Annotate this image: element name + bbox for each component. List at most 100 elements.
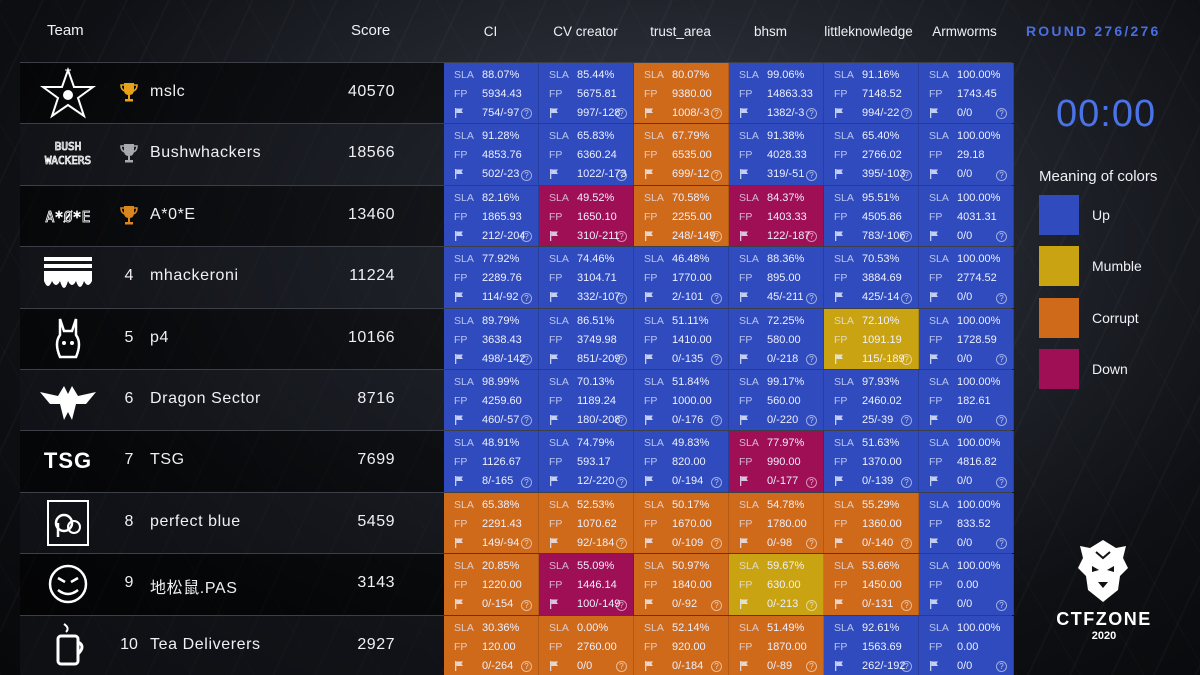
service-cell-trust-area[interactable]: SLA 80.07% FP 9380.00 1008/-3? — [634, 63, 729, 124]
service-cell-armworms[interactable]: SLA 100.00% FP 1728.59 0/0? — [919, 308, 1014, 369]
help-icon[interactable]: ? — [616, 169, 627, 181]
help-icon[interactable]: ? — [616, 538, 627, 550]
service-cell-ci[interactable]: SLA 98.99% FP 4259.60 460/-57? — [444, 369, 539, 431]
help-icon[interactable]: ? — [521, 353, 532, 365]
service-cell-trust-area[interactable]: SLA 50.17% FP 1670.00 0/-109? — [634, 492, 729, 554]
team-row[interactable]: mslc 40570 SLA 88.07% FP 5934.43 754/-97? SLA 85… — [20, 62, 1014, 124]
service-cell-trust-area[interactable]: SLA 51.84% FP 1000.00 0/-176? — [634, 369, 729, 431]
help-icon[interactable]: ? — [521, 231, 532, 243]
service-cell-littleknowledge[interactable]: SLA 53.66% FP 1450.00 0/-131? — [824, 554, 919, 615]
service-cell-ci[interactable]: SLA 82.16% FP 1865.93 212/-204? — [444, 185, 539, 247]
service-cell-armworms[interactable]: SLA 100.00% FP 833.52 0/0? — [919, 492, 1014, 554]
service-cell-ci[interactable]: SLA 48.91% FP 1126.67 8/-165? — [444, 431, 539, 492]
service-cell-littleknowledge[interactable]: SLA 55.29% FP 1360.00 0/-140? — [824, 492, 919, 554]
help-icon[interactable]: ? — [616, 599, 627, 611]
help-icon[interactable]: ? — [996, 599, 1007, 611]
service-cell-littleknowledge[interactable]: SLA 97.93% FP 2460.02 25/-39? — [824, 369, 919, 431]
service-cell-cv-creator[interactable]: SLA 86.51% FP 3749.98 851/-209? — [539, 308, 634, 369]
help-icon[interactable]: ? — [996, 169, 1007, 181]
help-icon[interactable]: ? — [806, 538, 817, 550]
help-icon[interactable]: ? — [901, 415, 912, 427]
team-name[interactable]: TSG — [150, 451, 185, 469]
team-row[interactable]: TSG 7 TSG 7699 SLA 48.91% FP 1126.67 8/-165? SLA 7… — [20, 430, 1014, 492]
service-cell-littleknowledge[interactable]: SLA 51.63% FP 1370.00 0/-139? — [824, 431, 919, 492]
service-cell-ci[interactable]: SLA 91.28% FP 4853.76 502/-23? — [444, 124, 539, 185]
service-cell-bhsm[interactable]: SLA 77.97% FP 990.00 0/-177? — [729, 431, 824, 492]
service-cell-cv-creator[interactable]: SLA 0.00% FP 2760.00 0/0? — [539, 615, 634, 675]
service-cell-bhsm[interactable]: SLA 99.06% FP 14863.33 1382/-3? — [729, 63, 824, 124]
service-cell-bhsm[interactable]: SLA 88.36% FP 895.00 45/-211? — [729, 247, 824, 308]
team-name[interactable]: p4 — [150, 328, 169, 346]
help-icon[interactable]: ? — [901, 108, 912, 120]
help-icon[interactable]: ? — [996, 231, 1007, 243]
service-header-armworms[interactable]: Armworms — [932, 24, 997, 39]
service-cell-armworms[interactable]: SLA 100.00% FP 1743.45 0/0? — [919, 63, 1014, 124]
help-icon[interactable]: ? — [996, 660, 1007, 672]
service-cell-cv-creator[interactable]: SLA 74.79% FP 593.17 12/-220? — [539, 431, 634, 492]
help-icon[interactable]: ? — [616, 353, 627, 365]
help-icon[interactable]: ? — [806, 108, 817, 120]
service-cell-cv-creator[interactable]: SLA 85.44% FP 5675.81 997/-128? — [539, 63, 634, 124]
service-cell-armworms[interactable]: SLA 100.00% FP 182.61 0/0? — [919, 369, 1014, 431]
service-cell-ci[interactable]: SLA 65.38% FP 2291.43 149/-94? — [444, 492, 539, 554]
help-icon[interactable]: ? — [996, 476, 1007, 488]
service-cell-armworms[interactable]: SLA 100.00% FP 4816.82 0/0? — [919, 431, 1014, 492]
help-icon[interactable]: ? — [521, 538, 532, 550]
help-icon[interactable]: ? — [806, 292, 817, 304]
service-cell-ci[interactable]: SLA 89.79% FP 3638.43 498/-142? — [444, 308, 539, 369]
service-cell-trust-area[interactable]: SLA 70.58% FP 2255.00 248/-149? — [634, 185, 729, 247]
service-cell-ci[interactable]: SLA 20.85% FP 1220.00 0/-154? — [444, 554, 539, 615]
service-cell-bhsm[interactable]: SLA 51.49% FP 1870.00 0/-89? — [729, 615, 824, 675]
help-icon[interactable]: ? — [521, 599, 532, 611]
service-header-bhsm[interactable]: bhsm — [753, 24, 787, 39]
service-header-littleknowledge[interactable]: littleknowledge — [824, 24, 913, 39]
help-icon[interactable]: ? — [616, 292, 627, 304]
service-cell-ci[interactable]: SLA 77.92% FP 2289.76 114/-92? — [444, 247, 539, 308]
service-cell-cv-creator[interactable]: SLA 55.09% FP 1446.14 100/-149? — [539, 554, 634, 615]
service-header-ci[interactable]: CI — [483, 24, 498, 39]
help-icon[interactable]: ? — [901, 353, 912, 365]
help-icon[interactable]: ? — [901, 231, 912, 243]
service-cell-littleknowledge[interactable]: SLA 72.10% FP 1091.19 115/-189? — [824, 308, 919, 369]
help-icon[interactable]: ? — [521, 660, 532, 672]
help-icon[interactable]: ? — [996, 353, 1007, 365]
help-icon[interactable]: ? — [901, 538, 912, 550]
service-cell-trust-area[interactable]: SLA 67.79% FP 6535.00 699/-12? — [634, 124, 729, 185]
help-icon[interactable]: ? — [711, 476, 722, 488]
service-cell-littleknowledge[interactable]: SLA 91.16% FP 7148.52 994/-22? — [824, 63, 919, 124]
help-icon[interactable]: ? — [996, 292, 1007, 304]
help-icon[interactable]: ? — [901, 169, 912, 181]
team-name[interactable]: Tea Deliverers — [150, 635, 261, 653]
help-icon[interactable]: ? — [901, 599, 912, 611]
team-name[interactable]: A*0*E — [150, 205, 196, 223]
help-icon[interactable]: ? — [616, 231, 627, 243]
service-header-cv-creator[interactable]: CV creator — [553, 24, 618, 39]
help-icon[interactable]: ? — [806, 353, 817, 365]
help-icon[interactable]: ? — [521, 169, 532, 181]
service-cell-bhsm[interactable]: SLA 91.38% FP 4028.33 319/-51? — [729, 124, 824, 185]
team-name[interactable]: mhackeroni — [150, 267, 239, 285]
help-icon[interactable]: ? — [616, 476, 627, 488]
team-row[interactable]: 9 地松鼠.PAS 3143 SLA 20.85% FP 1220.00 0/-154? SLA… — [20, 553, 1014, 615]
help-icon[interactable]: ? — [711, 169, 722, 181]
service-cell-armworms[interactable]: SLA 100.00% FP 2774.52 0/0? — [919, 247, 1014, 308]
help-icon[interactable]: ? — [616, 415, 627, 427]
service-cell-bhsm[interactable]: SLA 84.37% FP 1403.33 122/-187? — [729, 185, 824, 247]
service-cell-cv-creator[interactable]: SLA 70.13% FP 1189.24 180/-208? — [539, 369, 634, 431]
service-cell-trust-area[interactable]: SLA 51.11% FP 1410.00 0/-135? — [634, 308, 729, 369]
help-icon[interactable]: ? — [711, 231, 722, 243]
team-row[interactable]: 8 perfect blue 5459 SLA 65.38% FP 2291.43 149/-… — [20, 491, 1014, 554]
team-row[interactable]: 4 mhackeroni 11224 SLA 77.92% FP 2289.76 114/-9… — [20, 246, 1014, 308]
help-icon[interactable]: ? — [806, 476, 817, 488]
help-icon[interactable]: ? — [996, 415, 1007, 427]
team-row[interactable]: A*Ø*E A*0*E 13460 SLA 82.16% FP 1865.93 212/-20… — [20, 184, 1014, 247]
service-cell-trust-area[interactable]: SLA 46.48% FP 1770.00 2/-101? — [634, 247, 729, 308]
team-row[interactable]: 10 Tea Deliverers 2927 SLA 30.36% FP 120.00 0/-… — [20, 614, 1014, 675]
service-cell-trust-area[interactable]: SLA 52.14% FP 920.00 0/-184? — [634, 615, 729, 675]
help-icon[interactable]: ? — [711, 538, 722, 550]
service-cell-ci[interactable]: SLA 30.36% FP 120.00 0/-264? — [444, 615, 539, 675]
help-icon[interactable]: ? — [711, 108, 722, 120]
help-icon[interactable]: ? — [996, 538, 1007, 550]
team-name[interactable]: Bushwhackers — [150, 144, 262, 162]
team-row[interactable]: BUSH WACKERS Bushwhackers 18566 SLA 91.28% FP 4… — [20, 123, 1014, 185]
